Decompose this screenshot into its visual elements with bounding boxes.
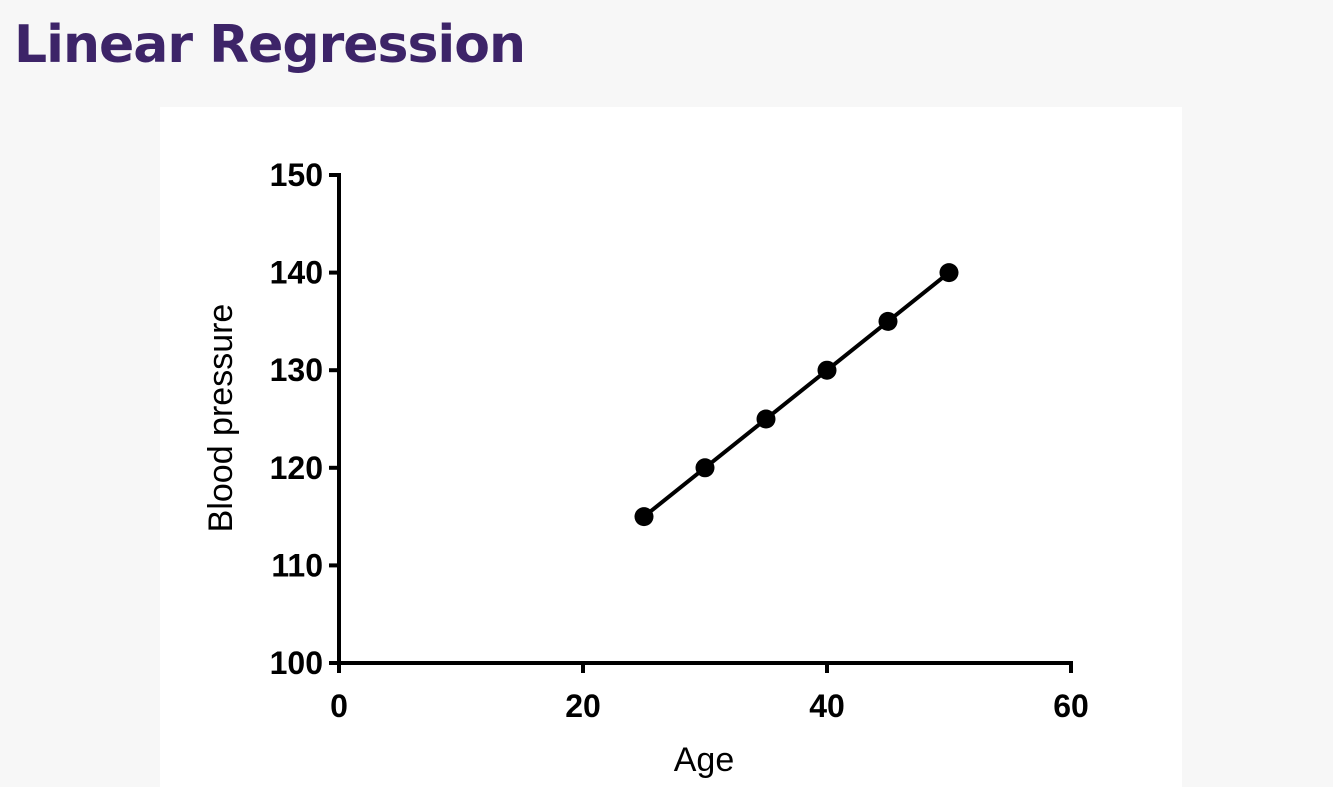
y-tick-label: 120 [270, 450, 323, 486]
chart-panel [160, 107, 1182, 787]
y-tick-label: 100 [270, 645, 323, 681]
regression-line-group [642, 270, 951, 519]
data-point [634, 507, 654, 527]
x-tick-label: 20 [565, 688, 601, 724]
regression-line [642, 270, 951, 519]
x-tick-label: 60 [1053, 688, 1089, 724]
y-axis-title: Blood pressure [202, 304, 240, 533]
x-tick-label: 40 [809, 688, 845, 724]
y-tick-label: 140 [270, 255, 323, 291]
x-tick-label: 0 [330, 688, 348, 724]
data-point [878, 311, 898, 331]
y-tick-label: 130 [270, 352, 323, 388]
page-title: Linear Regression [14, 15, 526, 75]
data-point [756, 409, 776, 429]
data-point [939, 263, 959, 283]
data-points [634, 263, 959, 527]
data-point [695, 458, 715, 478]
y-tick-label: 110 [271, 547, 323, 583]
x-axis-title: Age [674, 741, 735, 779]
y-tick-label: 150 [270, 157, 323, 193]
data-point [817, 360, 837, 380]
axes: 0 20 40 60 100 110 120 130 140 150 [270, 157, 1089, 724]
